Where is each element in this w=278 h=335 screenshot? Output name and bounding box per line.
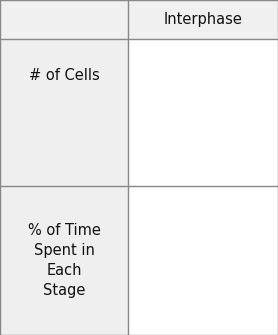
- Text: # of Cells: # of Cells: [29, 68, 99, 83]
- Bar: [0, 0, 278, 39]
- Bar: [128, 186, 278, 335]
- Text: % of Time
Spent in
Each
Stage: % of Time Spent in Each Stage: [28, 223, 100, 298]
- Bar: [128, 39, 278, 186]
- Bar: [0, 186, 128, 335]
- Text: Interphase: Interphase: [163, 12, 242, 27]
- Bar: [0, 39, 128, 186]
